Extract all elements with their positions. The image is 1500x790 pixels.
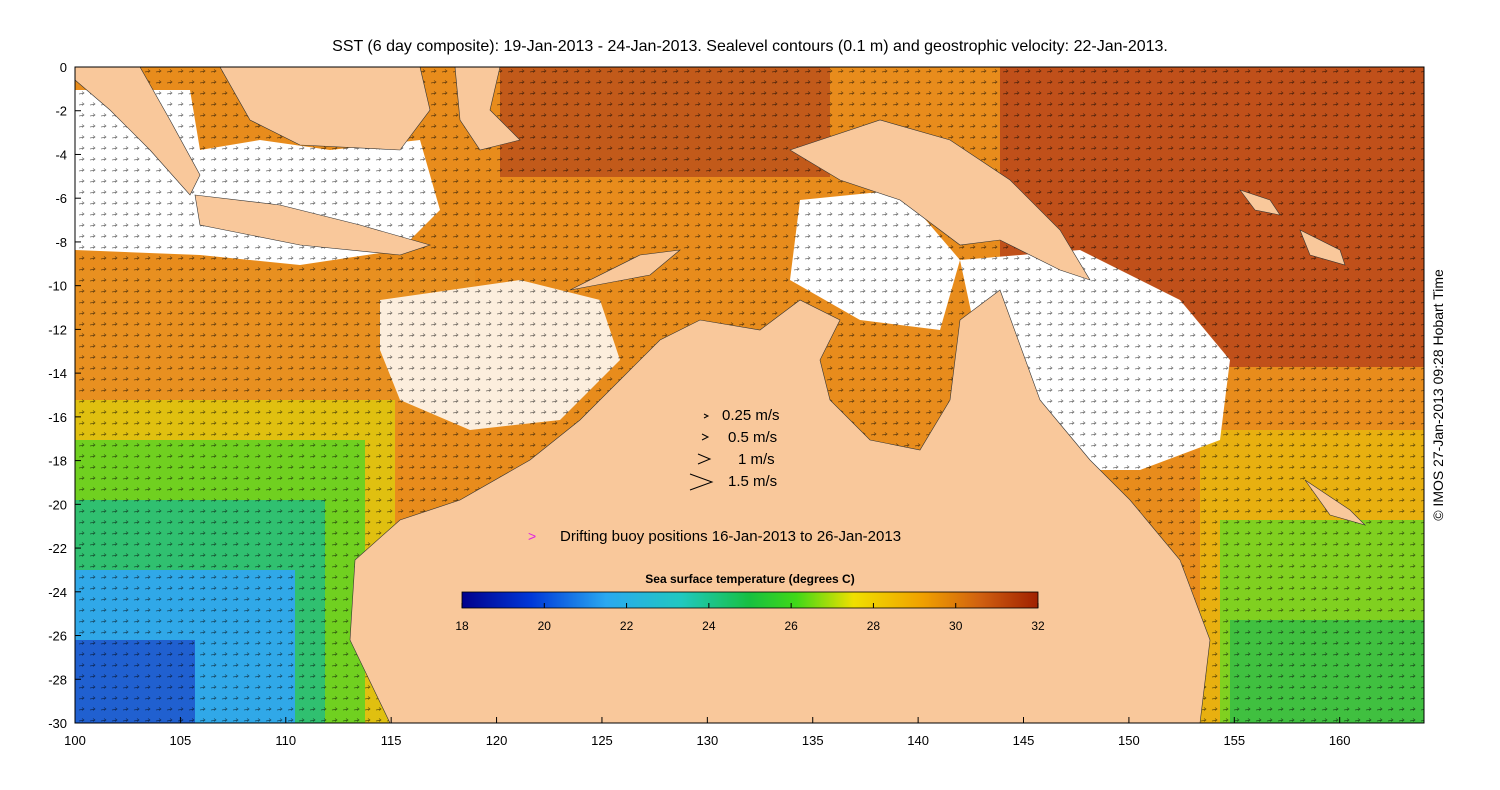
x-tick-label: 110 [275, 733, 296, 748]
velocity-arrow-0-5 [701, 433, 710, 441]
velocity-arrow-1 [697, 453, 712, 465]
land-new-guinea [789, 119, 1091, 281]
x-tick-label: 120 [486, 733, 508, 748]
y-axis: 0 -2 -4 -6 -8 -10 -12 -14 -16 -18 -20 -22 -24 -26 -28 -… [48, 60, 81, 731]
velocity-label-1-5: 1.5 m/s [728, 473, 777, 490]
colorbar-title: Sea surface temperature (degrees C) [645, 572, 854, 586]
buoy-legend: > Drifting buoy positions 16-Jan-2013 to… [528, 528, 901, 545]
land-timor [569, 249, 681, 291]
x-tick-label: 125 [591, 733, 613, 748]
land-borneo [219, 67, 431, 151]
y-tick-label: -18 [48, 454, 67, 469]
x-tick-label: 100 [64, 733, 86, 748]
land-java [194, 194, 432, 256]
x-tick-label: 160 [1329, 733, 1351, 748]
land-sumatra [75, 67, 201, 196]
y-tick-label: -30 [48, 716, 67, 731]
x-tick-label: 140 [907, 733, 929, 748]
x-tick-label: 155 [1223, 733, 1245, 748]
y-tick-label: -2 [55, 104, 67, 119]
colorbar-tick-label: 30 [949, 619, 963, 633]
y-tick-label: -10 [48, 279, 67, 294]
velocity-label-0-25: 0.25 m/s [722, 407, 780, 424]
colorbar-tick-label: 28 [867, 619, 881, 633]
colorbar-tick-label: 20 [538, 619, 552, 633]
land-sulawesi [454, 67, 521, 151]
y-tick-label: -22 [48, 541, 67, 556]
velocity-label-0-5: 0.5 m/s [728, 429, 777, 446]
x-tick-label: 105 [170, 733, 192, 748]
buoy-symbol: > [528, 528, 536, 544]
y-tick-label: -14 [48, 366, 67, 381]
x-tick-label: 115 [381, 733, 402, 748]
y-tick-label: -4 [55, 147, 67, 162]
velocity-arrow-1-5 [689, 473, 714, 491]
y-tick-label: -12 [48, 322, 67, 337]
y-tick-label: -24 [48, 585, 67, 600]
land-new-caledonia [1304, 479, 1367, 526]
x-tick-label: 150 [1118, 733, 1140, 748]
y-tick-label: 0 [60, 60, 67, 75]
y-tick-label: -20 [48, 497, 67, 512]
x-tick-label: 130 [696, 733, 718, 748]
colorbar-tick-label: 22 [620, 619, 634, 633]
land-australia [349, 289, 1211, 723]
y-tick-label: -26 [48, 629, 67, 644]
y-tick-label: -28 [48, 672, 67, 687]
colorbar-ticks: 18 20 22 24 26 28 30 32 [455, 603, 1045, 633]
plot-frame [74, 66, 1425, 724]
land-solomon-1 [1239, 189, 1281, 216]
colorbar-tick-label: 32 [1031, 619, 1045, 633]
velocity-arrow-0-25 [703, 413, 710, 419]
map-layers [75, 67, 1424, 723]
colorbar: Sea surface temperature (degrees C) 18 20… [455, 572, 1045, 633]
y-tick-label: -8 [55, 235, 67, 250]
land-masses [75, 67, 1367, 723]
map-title: SST (6 day composite): 19-Jan-2013 - 24-… [332, 38, 1168, 55]
x-tick-label: 145 [1013, 733, 1035, 748]
velocity-legend: 0.25 m/s 0.5 m/s 1 m/s 1.5 m/s [689, 407, 780, 491]
velocity-label-1: 1 m/s [738, 451, 775, 468]
colorbar-tick-label: 26 [784, 619, 798, 633]
colorbar-tick-label: 24 [702, 619, 716, 633]
y-tick-label: -16 [48, 410, 67, 425]
colorbar-gradient [461, 591, 1039, 609]
colorbar-tick-label: 18 [455, 619, 469, 633]
x-tick-label: 135 [802, 733, 824, 748]
land-solomon-2 [1299, 229, 1346, 266]
buoy-label: Drifting buoy positions 16-Jan-2013 to 2… [560, 528, 901, 545]
credit-line: © IMOS 27-Jan-2013 09:28 Hobart Time [1430, 269, 1446, 521]
x-axis: 100 105 110 115 120 125 130 135 140 145 150 155 160 [64, 717, 1351, 748]
y-tick-label: -6 [55, 191, 67, 206]
